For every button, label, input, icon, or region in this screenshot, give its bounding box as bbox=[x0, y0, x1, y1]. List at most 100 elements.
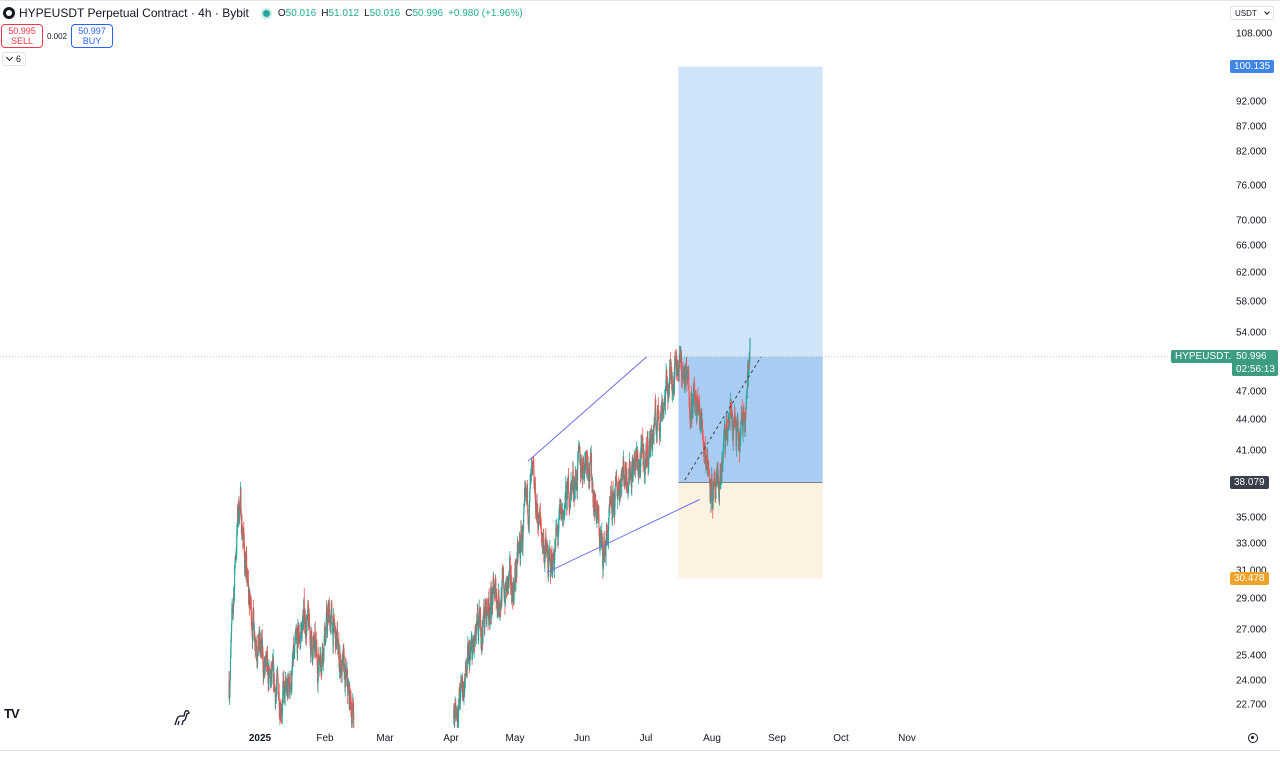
indicators-toggle[interactable]: 6 bbox=[2, 52, 27, 66]
candle-body bbox=[616, 486, 618, 496]
candle-body bbox=[298, 631, 300, 640]
candle-body bbox=[520, 540, 522, 559]
candle-body bbox=[310, 638, 312, 655]
tradingview-logo[interactable]: TV bbox=[4, 706, 20, 721]
candle-body bbox=[487, 599, 489, 620]
candle-body bbox=[253, 610, 255, 630]
candle-body bbox=[248, 593, 250, 607]
candle-body bbox=[484, 611, 486, 629]
price-scale-label: 54.000 bbox=[1236, 327, 1267, 339]
candle-body bbox=[533, 465, 535, 483]
price-scale-label: 35.000 bbox=[1236, 512, 1267, 524]
candle-body bbox=[568, 475, 570, 494]
candle-body bbox=[282, 691, 284, 703]
trendline bbox=[546, 499, 700, 573]
candle-body bbox=[549, 549, 551, 568]
candle-body bbox=[321, 658, 323, 671]
candle-body bbox=[642, 437, 644, 449]
candle-body bbox=[582, 456, 584, 463]
candle-body bbox=[494, 591, 496, 599]
candle-body bbox=[701, 421, 703, 431]
candle-body bbox=[523, 513, 525, 524]
candle-body bbox=[612, 491, 614, 509]
candle-body bbox=[257, 652, 259, 665]
candle-body bbox=[574, 486, 576, 497]
candle-body bbox=[675, 357, 677, 367]
candle-body bbox=[620, 485, 622, 492]
price-scale-label: 62.000 bbox=[1236, 267, 1267, 279]
candle-body bbox=[338, 641, 340, 662]
candle-body bbox=[740, 422, 742, 431]
candle-body bbox=[598, 514, 600, 530]
candle-body bbox=[336, 632, 338, 641]
buy-button[interactable]: 50.997 BUY bbox=[71, 24, 113, 48]
ohlc-low: L50.016 bbox=[364, 7, 401, 19]
candle-body bbox=[462, 678, 464, 693]
candle-body bbox=[640, 445, 642, 457]
top-border bbox=[0, 0, 1280, 1]
candle-body bbox=[735, 432, 737, 447]
candle-body bbox=[493, 576, 495, 580]
candle-body bbox=[265, 655, 267, 661]
profit-zone bbox=[678, 66, 823, 357]
price-scale-label: 29.000 bbox=[1236, 593, 1267, 605]
candle-body bbox=[234, 564, 236, 588]
candle-body bbox=[601, 532, 603, 538]
candle-body bbox=[655, 420, 657, 435]
candle-body bbox=[687, 371, 689, 380]
candle-body bbox=[567, 479, 569, 491]
candle-body bbox=[712, 485, 714, 492]
candle-body bbox=[577, 446, 579, 454]
price-scale-label: 70.000 bbox=[1236, 215, 1267, 227]
candle-body bbox=[479, 620, 481, 625]
candle-body bbox=[471, 639, 473, 659]
candle-body bbox=[289, 683, 291, 693]
candle-body bbox=[562, 511, 564, 517]
candle-body bbox=[468, 648, 470, 666]
dino-icon[interactable] bbox=[172, 708, 192, 728]
currency-selector[interactable]: USDT bbox=[1230, 6, 1274, 20]
candle-body bbox=[554, 547, 556, 560]
trade-buttons: 50.995 SELL 0.002 50.997 BUY bbox=[1, 24, 113, 48]
symbol-logo-icon[interactable] bbox=[3, 7, 15, 19]
candle-body bbox=[336, 627, 338, 646]
buy-price: 50.997 bbox=[78, 26, 106, 36]
candle-body bbox=[633, 463, 635, 468]
high-value: 51.012 bbox=[328, 7, 360, 19]
candle-body bbox=[271, 669, 273, 677]
candle-body bbox=[710, 480, 712, 495]
time-axis-label: Feb bbox=[316, 733, 334, 744]
candle-body bbox=[574, 475, 576, 490]
candle-body bbox=[323, 642, 325, 657]
symbol-title[interactable]: HYPEUSDT Perpetual Contract · 4h · Bybit bbox=[19, 6, 249, 20]
candle-body bbox=[648, 438, 650, 453]
ohlc-open: O50.016 bbox=[277, 7, 317, 19]
candle-body bbox=[458, 699, 460, 717]
market-status-icon[interactable] bbox=[262, 9, 270, 17]
candle-body bbox=[321, 646, 323, 659]
last-price-tag: 50.996 02:56:13 bbox=[1232, 350, 1278, 376]
candle-body bbox=[718, 483, 720, 498]
candle-body bbox=[723, 436, 725, 446]
sell-button[interactable]: 50.995 SELL bbox=[1, 24, 43, 48]
candle-body bbox=[642, 463, 644, 465]
candle-body bbox=[601, 537, 603, 556]
candle-body bbox=[288, 677, 290, 693]
candle-body bbox=[679, 353, 681, 365]
candle-body bbox=[715, 484, 717, 500]
candle-body bbox=[331, 604, 333, 616]
candle-body bbox=[658, 423, 660, 430]
settings-gear-icon[interactable] bbox=[1248, 733, 1258, 743]
candle-body bbox=[732, 425, 734, 441]
candle-body bbox=[324, 626, 326, 639]
candle-body bbox=[709, 475, 711, 483]
candle-body bbox=[471, 653, 473, 659]
time-axis[interactable]: 2025 Feb Mar Apr May Jun Jul Aug Sep Oct… bbox=[0, 728, 1280, 748]
candle-body bbox=[239, 495, 241, 506]
candle-body bbox=[663, 403, 665, 406]
candle-body bbox=[511, 589, 513, 602]
candle-body bbox=[495, 578, 497, 600]
candle-body bbox=[241, 534, 243, 539]
candle-body bbox=[661, 405, 663, 420]
